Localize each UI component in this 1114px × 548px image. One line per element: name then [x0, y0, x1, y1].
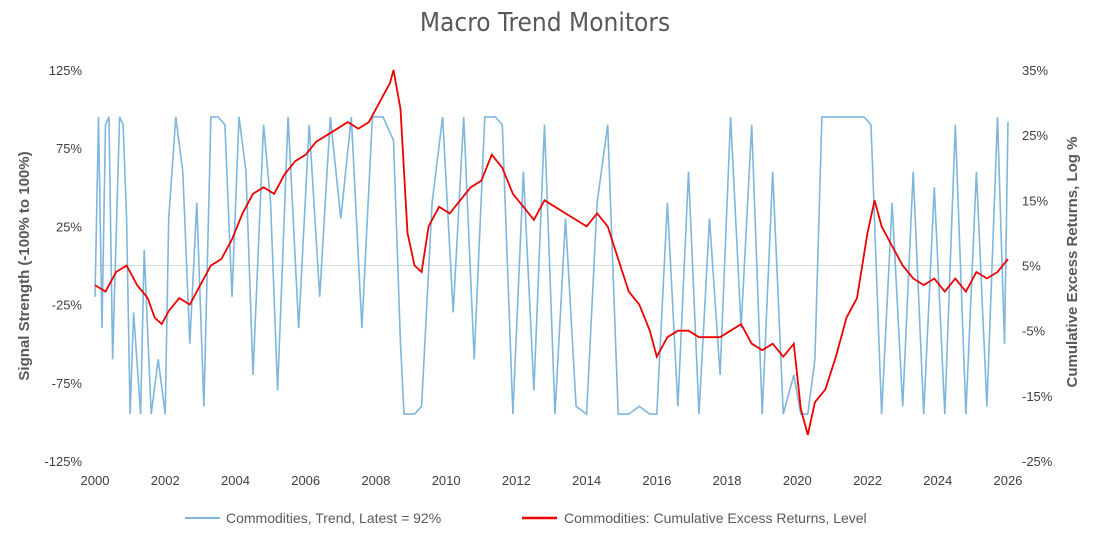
y-left-tick-label: 125% — [49, 63, 83, 78]
legend-label-returns: Commodities: Cumulative Excess Returns, … — [564, 510, 867, 526]
y-right-tick-label: 35% — [1022, 63, 1048, 78]
series-line-returns — [94, 69, 1009, 436]
right-axis-ticks: 35% 25% 15% 5% -5% -15% -25% — [1022, 63, 1053, 469]
x-tick-label: 2010 — [432, 473, 461, 488]
y-left-tick-label: 75% — [56, 141, 82, 156]
y-right-tick-label: 25% — [1022, 128, 1048, 143]
x-tick-label: 2008 — [361, 473, 390, 488]
x-axis-ticks: 2000 2002 2004 2006 2008 2010 2012 2014 2016 2018… — [81, 473, 1023, 488]
y-axis-label-left: Signal Strength (-100% to 100%) — [16, 151, 33, 380]
legend-label-trend: Commodities, Trend, Latest = 92% — [226, 510, 441, 526]
x-tick-label: 2016 — [642, 473, 671, 488]
x-tick-label: 2024 — [923, 473, 952, 488]
y-axis-label-right: Cumulative Excess Returns, Log % — [1064, 137, 1081, 388]
y-right-tick-label: -5% — [1022, 324, 1046, 339]
x-tick-label: 2018 — [713, 473, 742, 488]
plot-area — [94, 69, 1009, 436]
x-tick-label: 2014 — [572, 473, 601, 488]
y-left-tick-label: -75% — [52, 376, 83, 391]
series-line-trend — [94, 116, 1009, 416]
x-tick-label: 2022 — [853, 473, 882, 488]
legend: Commodities, Trend, Latest = 92% Commodi… — [185, 510, 867, 526]
chart-title: Macro Trend Monitors — [420, 8, 670, 38]
x-tick-label: 2004 — [221, 473, 250, 488]
x-tick-label: 2000 — [81, 473, 110, 488]
left-axis-ticks: 125% 75% 25% -25% -75% -125% — [44, 63, 82, 469]
x-tick-label: 2020 — [783, 473, 812, 488]
x-tick-label: 2012 — [502, 473, 531, 488]
y-right-tick-label: -25% — [1022, 454, 1053, 469]
y-right-tick-label: 15% — [1022, 193, 1048, 208]
y-left-tick-label: -125% — [44, 454, 82, 469]
x-tick-label: 2006 — [291, 473, 320, 488]
y-right-tick-label: -15% — [1022, 389, 1053, 404]
x-tick-label: 2026 — [994, 473, 1023, 488]
y-right-tick-label: 5% — [1022, 259, 1041, 274]
y-left-tick-label: -25% — [52, 298, 83, 313]
y-left-tick-label: 25% — [56, 219, 82, 234]
x-tick-label: 2002 — [151, 473, 180, 488]
